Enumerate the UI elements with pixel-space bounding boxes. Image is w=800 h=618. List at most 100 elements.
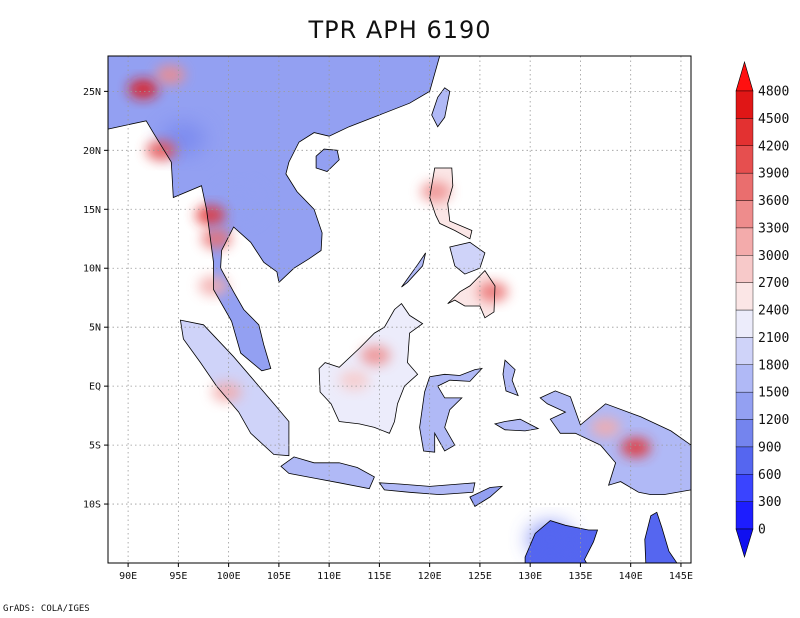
hotspot-west-sumatra xyxy=(211,382,242,403)
land-seram xyxy=(495,419,539,431)
coastline-layer xyxy=(108,56,691,563)
lat-tick-label: 15N xyxy=(83,205,101,216)
lon-tick-label: 105E xyxy=(267,571,291,582)
colorbar-label: 1200 xyxy=(758,413,789,428)
lat-tick-label: EQ xyxy=(89,382,101,393)
colorbar-arrow-low xyxy=(735,528,754,559)
colorbar-label: 900 xyxy=(758,440,781,455)
colorbar-label: 1500 xyxy=(758,386,789,401)
lon-tick-label: 130E xyxy=(518,571,542,582)
lat-tick-label: 5N xyxy=(89,323,101,334)
colorbar-arrow-high xyxy=(735,60,754,92)
graticule xyxy=(108,56,691,563)
lon-tick-label: 135E xyxy=(568,571,592,582)
coastline-luzon xyxy=(429,167,473,240)
coastline-seram xyxy=(493,418,540,432)
colorbar-label: 4800 xyxy=(758,85,789,100)
colorbar-label: 3000 xyxy=(758,249,789,264)
land-borneo xyxy=(319,303,423,434)
lon-tick-label: 140E xyxy=(619,571,643,582)
coastline-hainan xyxy=(315,148,340,172)
coastline-java xyxy=(280,456,375,490)
hotspot-west-borneo xyxy=(339,370,370,391)
colorbar-label: 3300 xyxy=(758,221,789,236)
lat-tick-label: 5S xyxy=(89,441,101,452)
lon-tick-label: 110E xyxy=(317,571,341,582)
hotspot-northeast-india xyxy=(155,64,186,85)
hotspot-new-guinea-highlands xyxy=(620,437,651,458)
lon-tick-label: 115E xyxy=(367,571,391,582)
colorbar-label: 2400 xyxy=(758,304,789,319)
coastline-taiwan xyxy=(431,87,451,128)
map-title: TPR APH 6190 xyxy=(308,16,492,44)
lat-tick-label: 25N xyxy=(83,87,101,98)
hotspot-central-borneo xyxy=(360,345,391,366)
colorbar-label: 2700 xyxy=(758,276,789,291)
colorbar-swatch xyxy=(735,282,754,311)
hotspot-tenasserim-coast xyxy=(195,205,226,226)
colorbar-label: 3600 xyxy=(758,194,789,209)
coastline-mainland xyxy=(108,56,441,372)
land-visayas xyxy=(449,242,485,275)
colorbar-swatch xyxy=(735,474,754,502)
lat-tick-label: 20N xyxy=(83,146,101,157)
land-new-guinea xyxy=(540,390,691,495)
hotspot-western-luzon xyxy=(420,181,451,202)
coastline-borneo xyxy=(318,303,424,434)
coastline-lesser-sunda xyxy=(378,482,476,496)
colorbar-swatch xyxy=(735,145,754,174)
colorbar-swatch xyxy=(735,255,754,283)
lon-tick-label: 100E xyxy=(217,571,241,582)
lat-tick-label: 10S xyxy=(83,500,101,511)
colorbar-swatch xyxy=(735,309,754,338)
axis-ticks: 90E 95E 100E 105E 110E 115E 120E 125E 130E 135E 14… xyxy=(83,87,693,582)
colorbar-label: 300 xyxy=(758,495,781,510)
coastline-sumatra xyxy=(179,319,290,457)
footer-credit: GrADS: COLA/IGES xyxy=(3,604,90,614)
coastline-new-guinea xyxy=(539,390,691,496)
land-timor xyxy=(469,486,502,507)
colorbar-label: 0 xyxy=(758,523,766,538)
colorbar-swatch xyxy=(735,364,754,393)
coastline-timor xyxy=(469,485,504,507)
lat-tick-label: 10N xyxy=(83,264,101,275)
dry-spot-central-thailand xyxy=(216,187,261,220)
land-taiwan xyxy=(431,87,450,127)
lon-tick-label: 95E xyxy=(169,571,187,582)
colorbar-swatch xyxy=(735,391,754,420)
lon-tick-label: 90E xyxy=(119,571,137,582)
colorbar-swatch xyxy=(735,172,754,201)
land-sulawesi xyxy=(419,368,482,453)
colorbar-swatch xyxy=(735,227,754,256)
coastline-sulawesi xyxy=(419,367,483,453)
colorbar-label: 4500 xyxy=(758,112,789,127)
coastline-mindanao xyxy=(447,269,496,319)
plot-frame xyxy=(107,55,692,564)
land-cape-york xyxy=(644,512,677,563)
colorbar-swatch xyxy=(735,501,754,530)
colorbar-label: 3900 xyxy=(758,167,789,182)
colorbar-label: 600 xyxy=(758,468,781,483)
hotspot-bangladesh-meghalaya xyxy=(128,79,159,100)
colorbar-swatch xyxy=(735,200,754,229)
land-java xyxy=(280,456,375,489)
hotspot-new-guinea-north xyxy=(590,417,621,438)
colorbar-swatch xyxy=(735,90,754,119)
coastline-halmahera xyxy=(502,359,519,397)
coastline-cape-york xyxy=(644,511,678,563)
colorbar-swatch xyxy=(735,419,754,448)
hotspot-arakan-coast xyxy=(146,140,177,161)
land-mindanao xyxy=(447,270,495,318)
coastline-northern-australia xyxy=(524,520,599,563)
lon-tick-label: 125E xyxy=(468,571,492,582)
colorbar-swatch xyxy=(735,118,754,146)
hotspot-tenasserim-south xyxy=(201,228,232,249)
colorbar-swatch xyxy=(735,337,754,365)
colorbar-label: 4200 xyxy=(758,139,789,154)
colorbar-swatch xyxy=(735,446,754,475)
dry-spot-northern-australia xyxy=(528,523,573,556)
colorbar-label: 2100 xyxy=(758,331,789,346)
colorbar-label: 1800 xyxy=(758,358,789,373)
colorbar: 0 300 600 900 1200 1500 1800 2100 2400 2700 3000 33… xyxy=(735,60,789,559)
